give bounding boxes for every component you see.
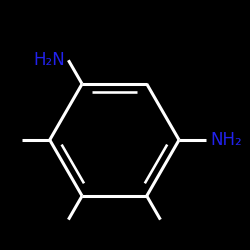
Text: H₂N: H₂N	[33, 51, 65, 69]
Text: NH₂: NH₂	[210, 131, 242, 149]
